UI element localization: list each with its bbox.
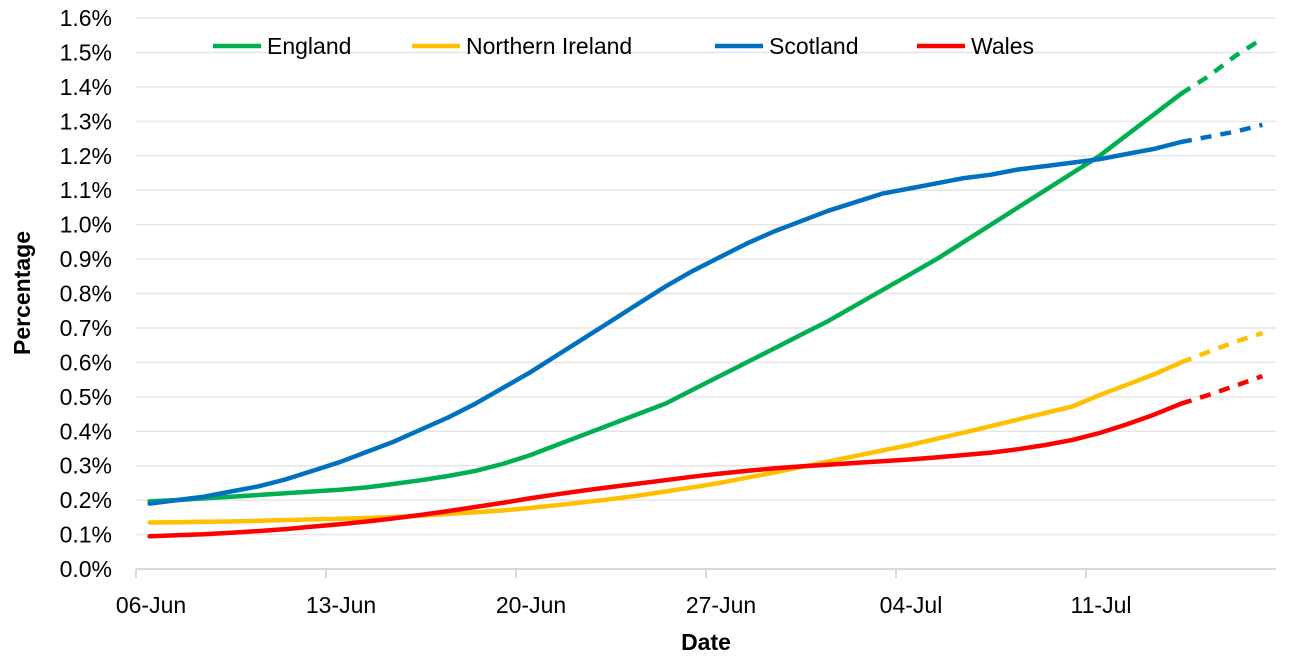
y-tick-label: 0.1% <box>60 522 112 548</box>
series-projection-england <box>1179 36 1264 96</box>
y-tick-label: 1.5% <box>60 39 112 65</box>
x-tick-label: 11-Jul <box>1071 592 1132 618</box>
x-tick-label: 04-Jul <box>880 592 943 618</box>
y-tick-label: 0.0% <box>60 556 112 582</box>
legend-label: England <box>267 33 351 59</box>
y-tick-label: 0.5% <box>60 384 112 410</box>
y-axis-title: Percentage <box>9 231 35 355</box>
legend-item-scotland: Scotland <box>715 33 859 59</box>
legend: England Northern Ireland Scotland Wales <box>213 33 1034 59</box>
y-tick-label: 1.6% <box>60 5 112 31</box>
legend-label: Northern Ireland <box>466 33 632 59</box>
series-line-northern-ireland <box>147 360 1184 525</box>
series-line-wales <box>147 401 1184 539</box>
y-tick-label: 0.3% <box>60 453 112 479</box>
x-tick-label: 06-Jun <box>116 592 186 618</box>
y-tick-label: 1.1% <box>60 177 112 203</box>
y-tick-label: 0.9% <box>60 246 112 272</box>
x-tick-label: 20-Jun <box>496 592 566 618</box>
series-projection-northern-ireland <box>1180 330 1264 365</box>
legend-item-northern-ireland: Northern Ireland <box>412 33 632 59</box>
series-line-scotland <box>147 139 1184 506</box>
y-tick-label: 0.4% <box>60 418 112 444</box>
legend-label: Scotland <box>769 33 859 59</box>
legend-label: Wales <box>971 33 1034 59</box>
y-tick-label: 0.8% <box>60 281 112 307</box>
y-axis-ticks: 0.0% 0.1% 0.2% 0.3% 0.4% 0.5% 0.6% 0.7% 0.8% 0.9%… <box>60 5 112 582</box>
y-tick-label: 1.3% <box>60 108 112 134</box>
series-projection-wales <box>1180 373 1264 406</box>
legend-item-wales: Wales <box>917 33 1034 59</box>
x-axis-title: Date <box>681 629 731 655</box>
y-tick-label: 1.4% <box>60 74 112 100</box>
gridlines <box>136 17 1276 536</box>
series-line-england <box>147 91 1184 504</box>
legend-item-england: England <box>213 33 351 59</box>
x-tick-label: 27-Jun <box>686 592 756 618</box>
y-tick-label: 0.2% <box>60 487 112 513</box>
y-tick-label: 0.6% <box>60 349 112 375</box>
x-axis: 06-Jun 13-Jun 20-Jun 27-Jun 04-Jul 11-Jul <box>116 568 1276 618</box>
y-tick-label: 1.2% <box>60 143 112 169</box>
y-tick-label: 0.7% <box>60 315 112 341</box>
x-tick-label: 13-Jun <box>306 592 376 618</box>
series-projection-scotland <box>1180 122 1263 145</box>
y-tick-label: 1.0% <box>60 212 112 238</box>
series-lines <box>147 36 1264 539</box>
